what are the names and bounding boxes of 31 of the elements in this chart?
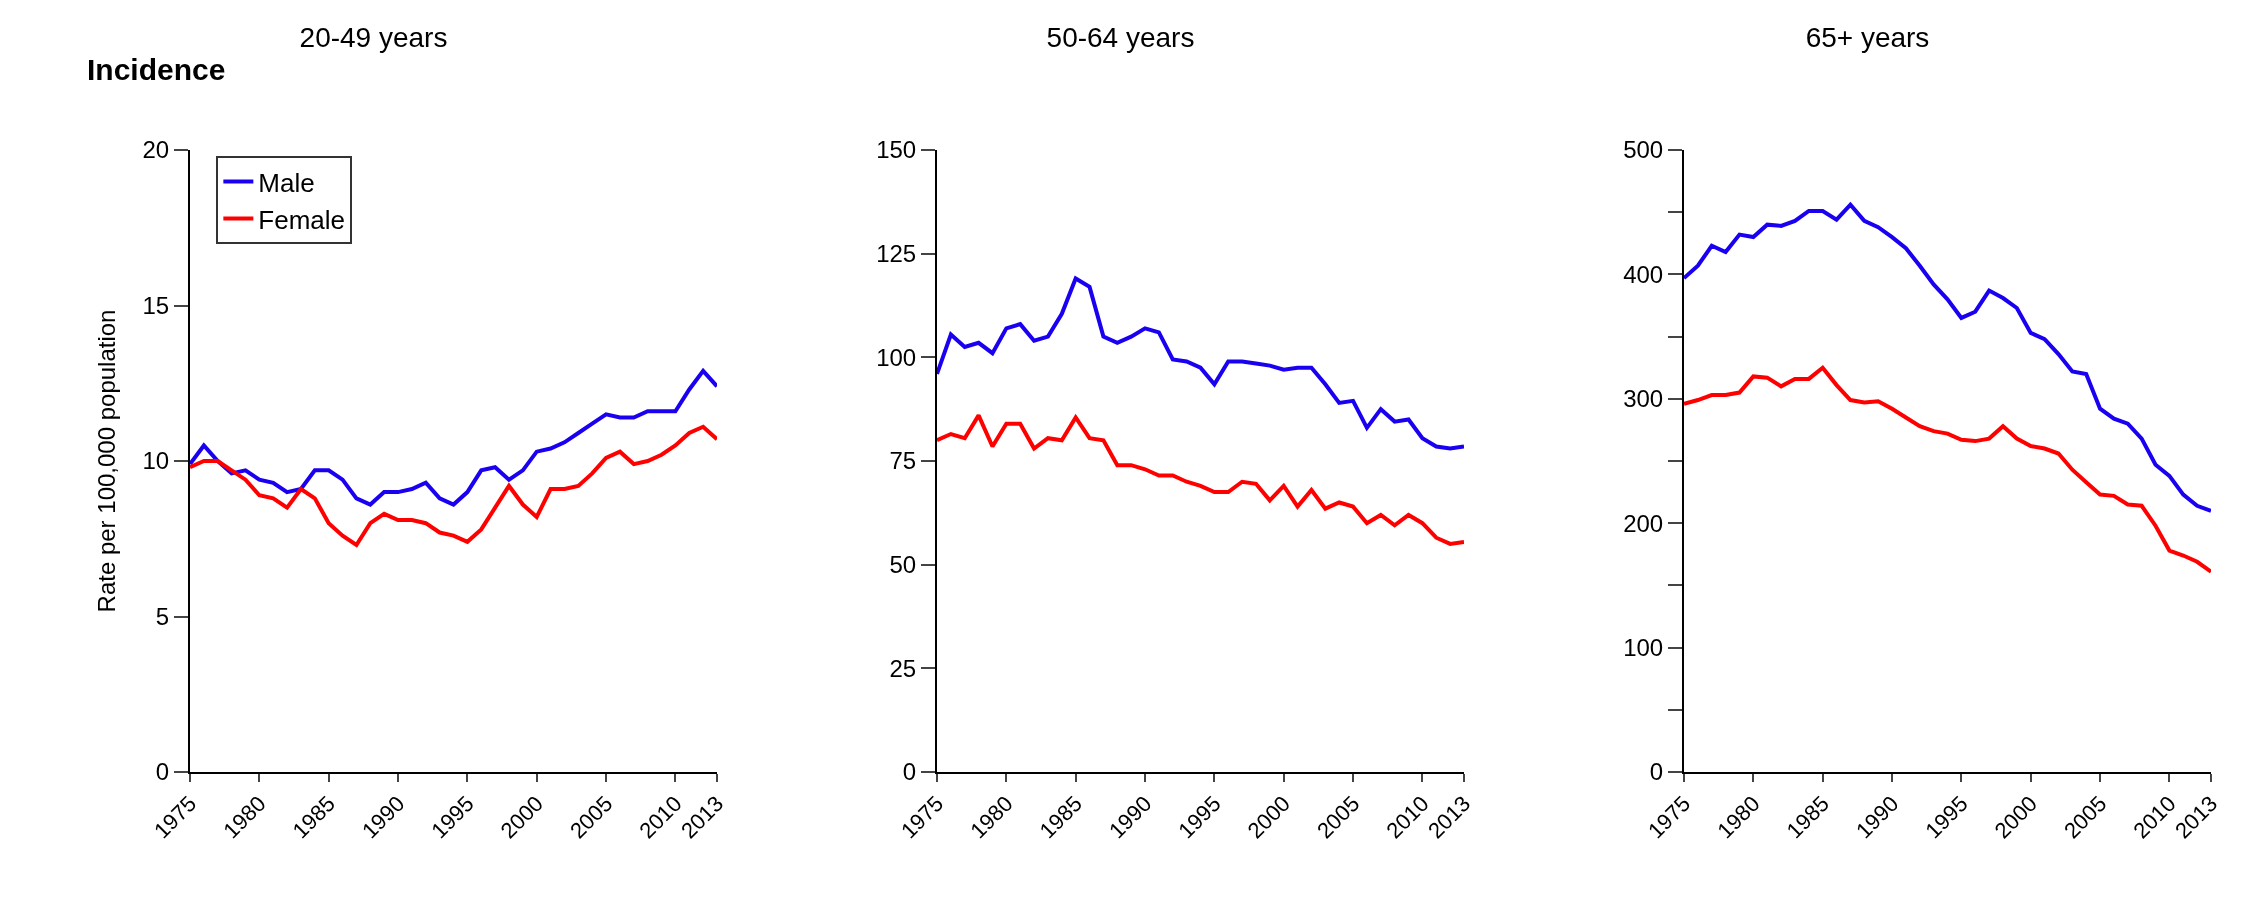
y-tick-label: 150 [876, 136, 917, 164]
line-series [937, 413, 1464, 546]
y-tick-label: 200 [1623, 509, 1664, 537]
line-series [190, 424, 717, 547]
y-tick-label: 20 [142, 136, 170, 164]
line-series [190, 368, 717, 507]
y-tick-label: 25 [889, 654, 917, 682]
y-tick-label: 125 [876, 240, 917, 268]
y-tick-label: 75 [889, 447, 917, 475]
y-tick-label: 400 [1623, 260, 1664, 288]
y-tick-label: 5 [155, 602, 170, 630]
y-tick-label: 15 [142, 291, 170, 319]
line-series [937, 276, 1464, 451]
y-tick-label: 300 [1623, 385, 1664, 413]
text: Incidence [87, 53, 226, 86]
y-tick-label: 10 [142, 447, 170, 475]
chart-title: 20-49 years [299, 21, 448, 53]
y-tick-label: 50 [889, 551, 917, 579]
line-series [1684, 202, 2211, 513]
y-axis-title: Rate per 100,000 population [93, 309, 121, 613]
legend-label: Male [258, 167, 315, 198]
y-tick-label: 0 [155, 758, 170, 786]
y-tick-label: 500 [1623, 136, 1664, 164]
y-tick-label: 0 [902, 758, 917, 786]
legend-label: Female [258, 204, 346, 235]
y-tick-label: 0 [1649, 758, 1664, 786]
chart-title: 50-64 years [1046, 21, 1195, 53]
y-tick-label: 100 [876, 343, 917, 371]
chart-title: 65+ years [1805, 21, 1930, 53]
line-series [1684, 365, 2211, 574]
y-tick-label: 100 [1623, 634, 1664, 661]
